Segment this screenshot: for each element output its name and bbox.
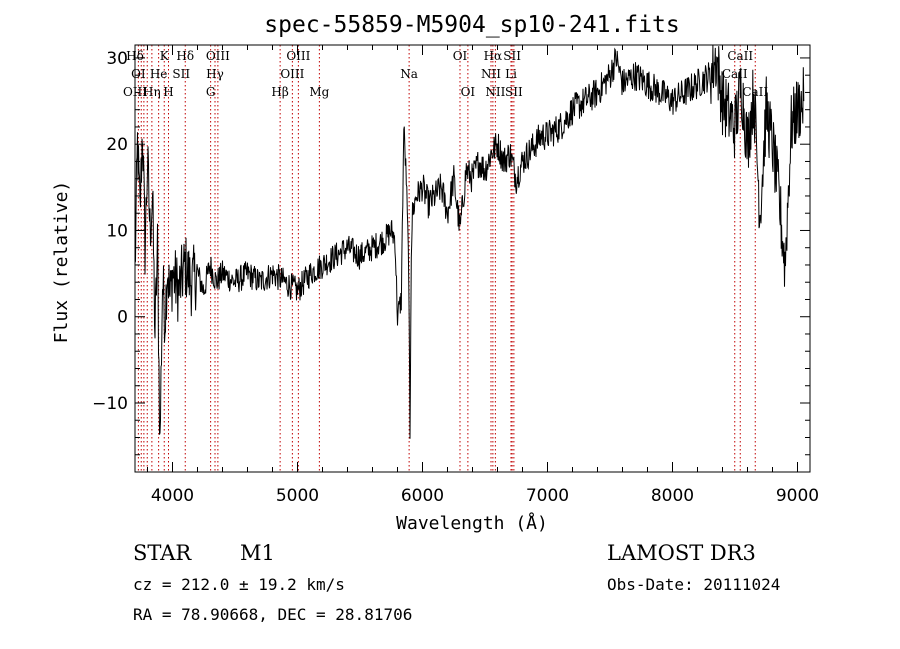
line-label-24: OI bbox=[461, 85, 476, 99]
coordinates-text: RA = 78.90668, DEC = 28.81706 bbox=[133, 605, 412, 624]
chart-title: spec-55859-M5904_sp10-241.fits bbox=[264, 12, 679, 38]
plot-frame bbox=[134, 44, 811, 473]
survey-label: LAMOST DR3 bbox=[607, 541, 756, 565]
line-label-17: CaII bbox=[722, 67, 748, 81]
line-label-22: Hβ bbox=[271, 85, 288, 99]
object-subclass: M1 bbox=[240, 541, 275, 565]
line-label-7: SII bbox=[503, 49, 521, 63]
x-tick-label-5: 9000 bbox=[776, 486, 819, 506]
obs-date-text: Obs-Date: 20111024 bbox=[607, 575, 780, 594]
line-label-25: NII bbox=[485, 85, 505, 99]
line-label-9: OI bbox=[131, 67, 146, 81]
redshift-text: cz = 212.0 ± 19.2 km/s bbox=[133, 575, 345, 594]
line-label-12: Hγ bbox=[206, 67, 224, 81]
line-label-11: SII bbox=[172, 67, 190, 81]
x-tick-label-0: 4000 bbox=[151, 486, 194, 506]
line-label-19: Hη bbox=[143, 85, 161, 99]
object-class: STAR bbox=[133, 541, 192, 565]
line-label-2: Hδ bbox=[176, 49, 194, 63]
line-label-10: He bbox=[150, 67, 168, 81]
line-label-14: Na bbox=[400, 67, 418, 81]
x-tick-label-3: 7000 bbox=[526, 486, 569, 506]
y-axis-label: Flux (relative) bbox=[51, 181, 72, 344]
y-tick-label-1: 0 bbox=[117, 308, 128, 328]
y-tick-label-3: 20 bbox=[106, 135, 128, 155]
line-label-20: H bbox=[163, 85, 173, 99]
line-label-21: G bbox=[206, 85, 216, 99]
line-label-26: SII bbox=[505, 85, 523, 99]
line-label-13: OIII bbox=[280, 67, 304, 81]
line-label-3: OIII bbox=[206, 49, 230, 63]
x-tick-label-2: 6000 bbox=[401, 486, 444, 506]
line-label-5: OI bbox=[453, 49, 468, 63]
line-label-16: Li bbox=[505, 67, 517, 81]
y-tick-label-0: −10 bbox=[92, 394, 128, 414]
line-label-23: Mg bbox=[309, 85, 329, 99]
y-tick-label-2: 10 bbox=[106, 221, 128, 241]
line-label-8: CaII bbox=[727, 49, 753, 63]
y-tick-label-4: 30 bbox=[106, 49, 128, 69]
spectrum-line bbox=[134, 44, 805, 439]
line-label-6: Hα bbox=[484, 49, 503, 63]
line-label-1: K bbox=[160, 49, 170, 63]
x-tick-label-1: 5000 bbox=[276, 486, 319, 506]
x-axis-label: Wavelength (Å) bbox=[396, 512, 548, 534]
line-label-15: NII bbox=[481, 67, 501, 81]
x-tick-label-4: 8000 bbox=[651, 486, 694, 506]
line-label-4: OIII bbox=[286, 49, 310, 63]
